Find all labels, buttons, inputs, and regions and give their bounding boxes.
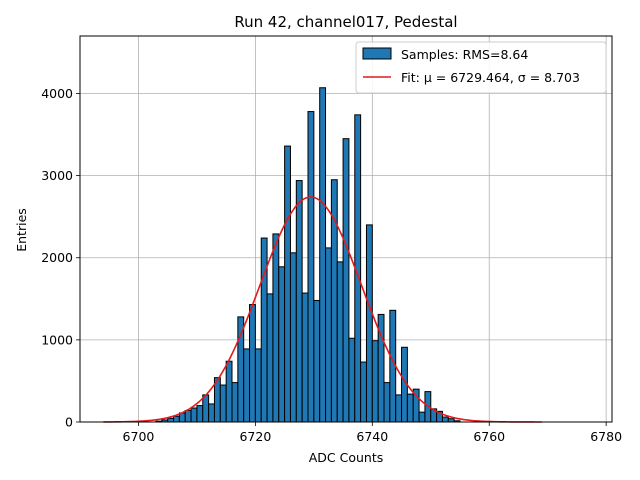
histogram-bar: [360, 361, 367, 423]
legend-histogram-label: Samples: RMS=8.64: [401, 47, 528, 62]
histogram-bar: [295, 180, 303, 423]
y-tick-label: 2000: [41, 250, 73, 265]
histogram-bar: [243, 348, 251, 423]
histogram-bar: [418, 411, 426, 423]
histogram-bar: [371, 340, 379, 423]
histogram-bar: [202, 394, 210, 423]
histogram-bar: [278, 266, 286, 423]
fit-curve-group: [103, 196, 542, 423]
histogram-bar: [184, 410, 192, 423]
histogram-bar: [266, 293, 274, 423]
legend-fit-label: Fit: μ = 6729.464, σ = 8.703: [401, 70, 580, 85]
x-tick-label: 6740: [356, 429, 388, 444]
histogram-bar: [219, 384, 227, 423]
histogram-bar: [260, 237, 268, 423]
plot-frame: [79, 35, 613, 423]
histogram-bar: [196, 405, 204, 423]
histogram-bar: [190, 407, 198, 423]
fit-curve: [103, 196, 542, 423]
y-tick-label: 4000: [41, 86, 73, 101]
x-tick-label: 6700: [123, 429, 155, 444]
histogram-bar: [395, 394, 403, 423]
legend-box: [355, 41, 607, 94]
x-tick-label: 6760: [473, 429, 505, 444]
x-tick-label: 6780: [590, 429, 622, 444]
histogram-bar: [365, 224, 373, 423]
histogram-bar: [325, 247, 332, 423]
histogram-bar: [272, 233, 280, 423]
histogram-bar: [301, 292, 309, 423]
y-tick-label: 1000: [41, 332, 73, 347]
legend-histogram-swatch: [362, 47, 392, 60]
histogram-bar: [406, 393, 414, 423]
y-tick-label: 0: [65, 415, 73, 430]
histogram-bar: [231, 382, 239, 423]
histogram-bar: [208, 403, 215, 423]
histogram-bar: [167, 417, 175, 423]
histogram-bar: [383, 382, 391, 423]
chart-title: Run 42, channel017, Pedestal: [234, 13, 457, 31]
legend: Samples: RMS=8.64 Fit: μ = 6729.464, σ =…: [355, 41, 607, 94]
histogram-bar: [313, 299, 321, 423]
histogram-bar: [254, 348, 262, 423]
histogram-bar: [441, 416, 449, 423]
histogram-bar: [319, 87, 327, 423]
histogram-bar: [284, 145, 291, 423]
histogram-bar: [348, 337, 356, 423]
histogram-bar: [249, 304, 256, 423]
histogram-bar: [342, 138, 350, 423]
histogram-bar: [289, 252, 297, 423]
y-axis-label: Entries: [14, 208, 29, 252]
axis-ticks: 6700 6720 6740 6760 6780 0 1000 2000 3000 4000: [41, 86, 622, 444]
histogram-bar: [225, 360, 233, 423]
histogram-bar: [173, 415, 180, 423]
histogram-bar: [307, 111, 315, 423]
x-axis-label: ADC Counts: [309, 450, 384, 465]
x-tick-label: 6720: [239, 429, 271, 444]
y-tick-label: 3000: [41, 168, 73, 183]
histogram-bar: [336, 261, 344, 423]
